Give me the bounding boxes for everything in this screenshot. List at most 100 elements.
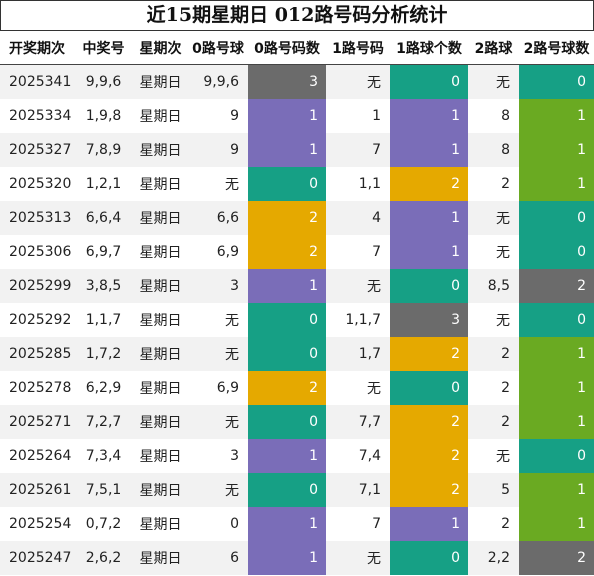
cell-route2-balls: 无 [468,439,519,473]
cell-weekday: 星期日 [133,99,188,133]
cell-route0-balls: 6,9 [188,371,248,405]
table-title: 近15期星期日 012路号码分析统计 [0,0,594,31]
header-weekday: 星期次 [133,31,188,65]
stats-table: 开奖期次 中奖号 星期次 0路号球 0路号码数 1路号码 1路球个数 2路球 2… [0,31,594,575]
cell-weekday: 星期日 [133,201,188,235]
cell-winning-number: 7,3,4 [74,439,133,473]
cell-route2-count: 1 [519,337,594,371]
table-row: 2025313 6,6,4 星期日 6,6 2 4 1 无 0 [0,201,594,235]
cell-issue: 2025285 [0,337,74,371]
cell-route1-numbers: 7 [326,133,390,167]
cell-winning-number: 7,8,9 [74,133,133,167]
cell-route2-balls: 2 [468,371,519,405]
header-route0-count: 0路号码数 [248,31,326,65]
cell-issue: 2025247 [0,541,74,575]
cell-route1-count: 2 [390,337,468,371]
cell-weekday: 星期日 [133,405,188,439]
table-row: 2025292 1,1,7 星期日无 0 1,1,7 3 无 0 [0,303,594,337]
cell-route0-count: 1 [248,439,326,473]
cell-route1-numbers: 7 [326,507,390,541]
cell-route2-balls: 无 [468,235,519,269]
cell-weekday: 星期日 [133,473,188,507]
cell-route1-count: 2 [390,167,468,201]
table-row: 2025278 6,2,9 星期日 6,9 2 无 0 2 1 [0,371,594,405]
cell-winning-number: 0,7,2 [74,507,133,541]
cell-winning-number: 1,7,2 [74,337,133,371]
cell-route0-count: 0 [248,405,326,439]
cell-route2-count: 2 [519,269,594,303]
cell-winning-number: 1,1,7 [74,303,133,337]
cell-route2-count: 1 [519,507,594,541]
header-route2-balls: 2路球 [468,31,519,65]
cell-issue: 2025306 [0,235,74,269]
cell-winning-number: 6,6,4 [74,201,133,235]
cell-route0-balls: 无 [188,473,248,507]
cell-route2-balls: 5 [468,473,519,507]
cell-winning-number: 6,9,7 [74,235,133,269]
table-row: 2025320 1,2,1 星期日无 0 1,1 2 2 1 [0,167,594,201]
cell-route1-numbers: 7,7 [326,405,390,439]
cell-route2-count: 0 [519,201,594,235]
cell-route0-count: 1 [248,269,326,303]
table-row: 2025299 3,8,5 星期日 3 1 无 0 8,5 2 [0,269,594,303]
cell-route1-numbers: 无 [326,64,390,99]
cell-route0-balls: 3 [188,269,248,303]
cell-route2-count: 1 [519,473,594,507]
cell-issue: 2025261 [0,473,74,507]
cell-route2-balls: 8,5 [468,269,519,303]
cell-route0-count: 2 [248,371,326,405]
cell-route2-count: 0 [519,439,594,473]
cell-issue: 2025313 [0,201,74,235]
cell-route1-count: 0 [390,541,468,575]
cell-route0-count: 2 [248,235,326,269]
cell-route2-count: 1 [519,371,594,405]
cell-route2-balls: 8 [468,99,519,133]
cell-route0-count: 0 [248,303,326,337]
cell-route1-numbers: 1,7 [326,337,390,371]
cell-winning-number: 3,8,5 [74,269,133,303]
cell-route0-balls: 6,9 [188,235,248,269]
cell-route2-balls: 无 [468,303,519,337]
cell-route2-balls: 2 [468,167,519,201]
cell-route0-count: 1 [248,507,326,541]
cell-route2-balls: 无 [468,64,519,99]
cell-route0-count: 0 [248,167,326,201]
cell-route1-count: 1 [390,235,468,269]
cell-route1-numbers: 1,1,7 [326,303,390,337]
cell-route1-numbers: 7,1 [326,473,390,507]
cell-route0-balls: 6 [188,541,248,575]
header-route1-count: 1路球个数 [390,31,468,65]
header-route1-numbers: 1路号码 [326,31,390,65]
cell-route0-count: 2 [248,201,326,235]
cell-issue: 2025320 [0,167,74,201]
cell-winning-number: 1,2,1 [74,167,133,201]
cell-winning-number: 2,6,2 [74,541,133,575]
cell-weekday: 星期日 [133,507,188,541]
cell-weekday: 星期日 [133,269,188,303]
header-route0-balls: 0路号球 [188,31,248,65]
cell-winning-number: 7,2,7 [74,405,133,439]
cell-route1-count: 0 [390,269,468,303]
cell-route1-numbers: 7,4 [326,439,390,473]
cell-winning-number: 1,9,8 [74,99,133,133]
cell-issue: 2025327 [0,133,74,167]
cell-route0-balls: 无 [188,303,248,337]
cell-route0-balls: 9,9,6 [188,64,248,99]
cell-route2-balls: 8 [468,133,519,167]
cell-weekday: 星期日 [133,541,188,575]
table-row: 2025341 9,9,6 星期日 9,9,6 3 无 0 无 0 [0,64,594,99]
cell-route2-balls: 2 [468,337,519,371]
cell-route1-count: 2 [390,439,468,473]
cell-route0-balls: 无 [188,337,248,371]
header-issue: 开奖期次 [0,31,74,65]
cell-winning-number: 7,5,1 [74,473,133,507]
cell-route1-count: 0 [390,64,468,99]
cell-route0-balls: 0 [188,507,248,541]
cell-route1-count: 0 [390,371,468,405]
cell-route2-count: 1 [519,99,594,133]
cell-weekday: 星期日 [133,371,188,405]
cell-issue: 2025299 [0,269,74,303]
cell-winning-number: 9,9,6 [74,64,133,99]
cell-route2-balls: 2 [468,405,519,439]
table-row: 2025327 7,8,9 星期日 9 1 7 1 8 1 [0,133,594,167]
